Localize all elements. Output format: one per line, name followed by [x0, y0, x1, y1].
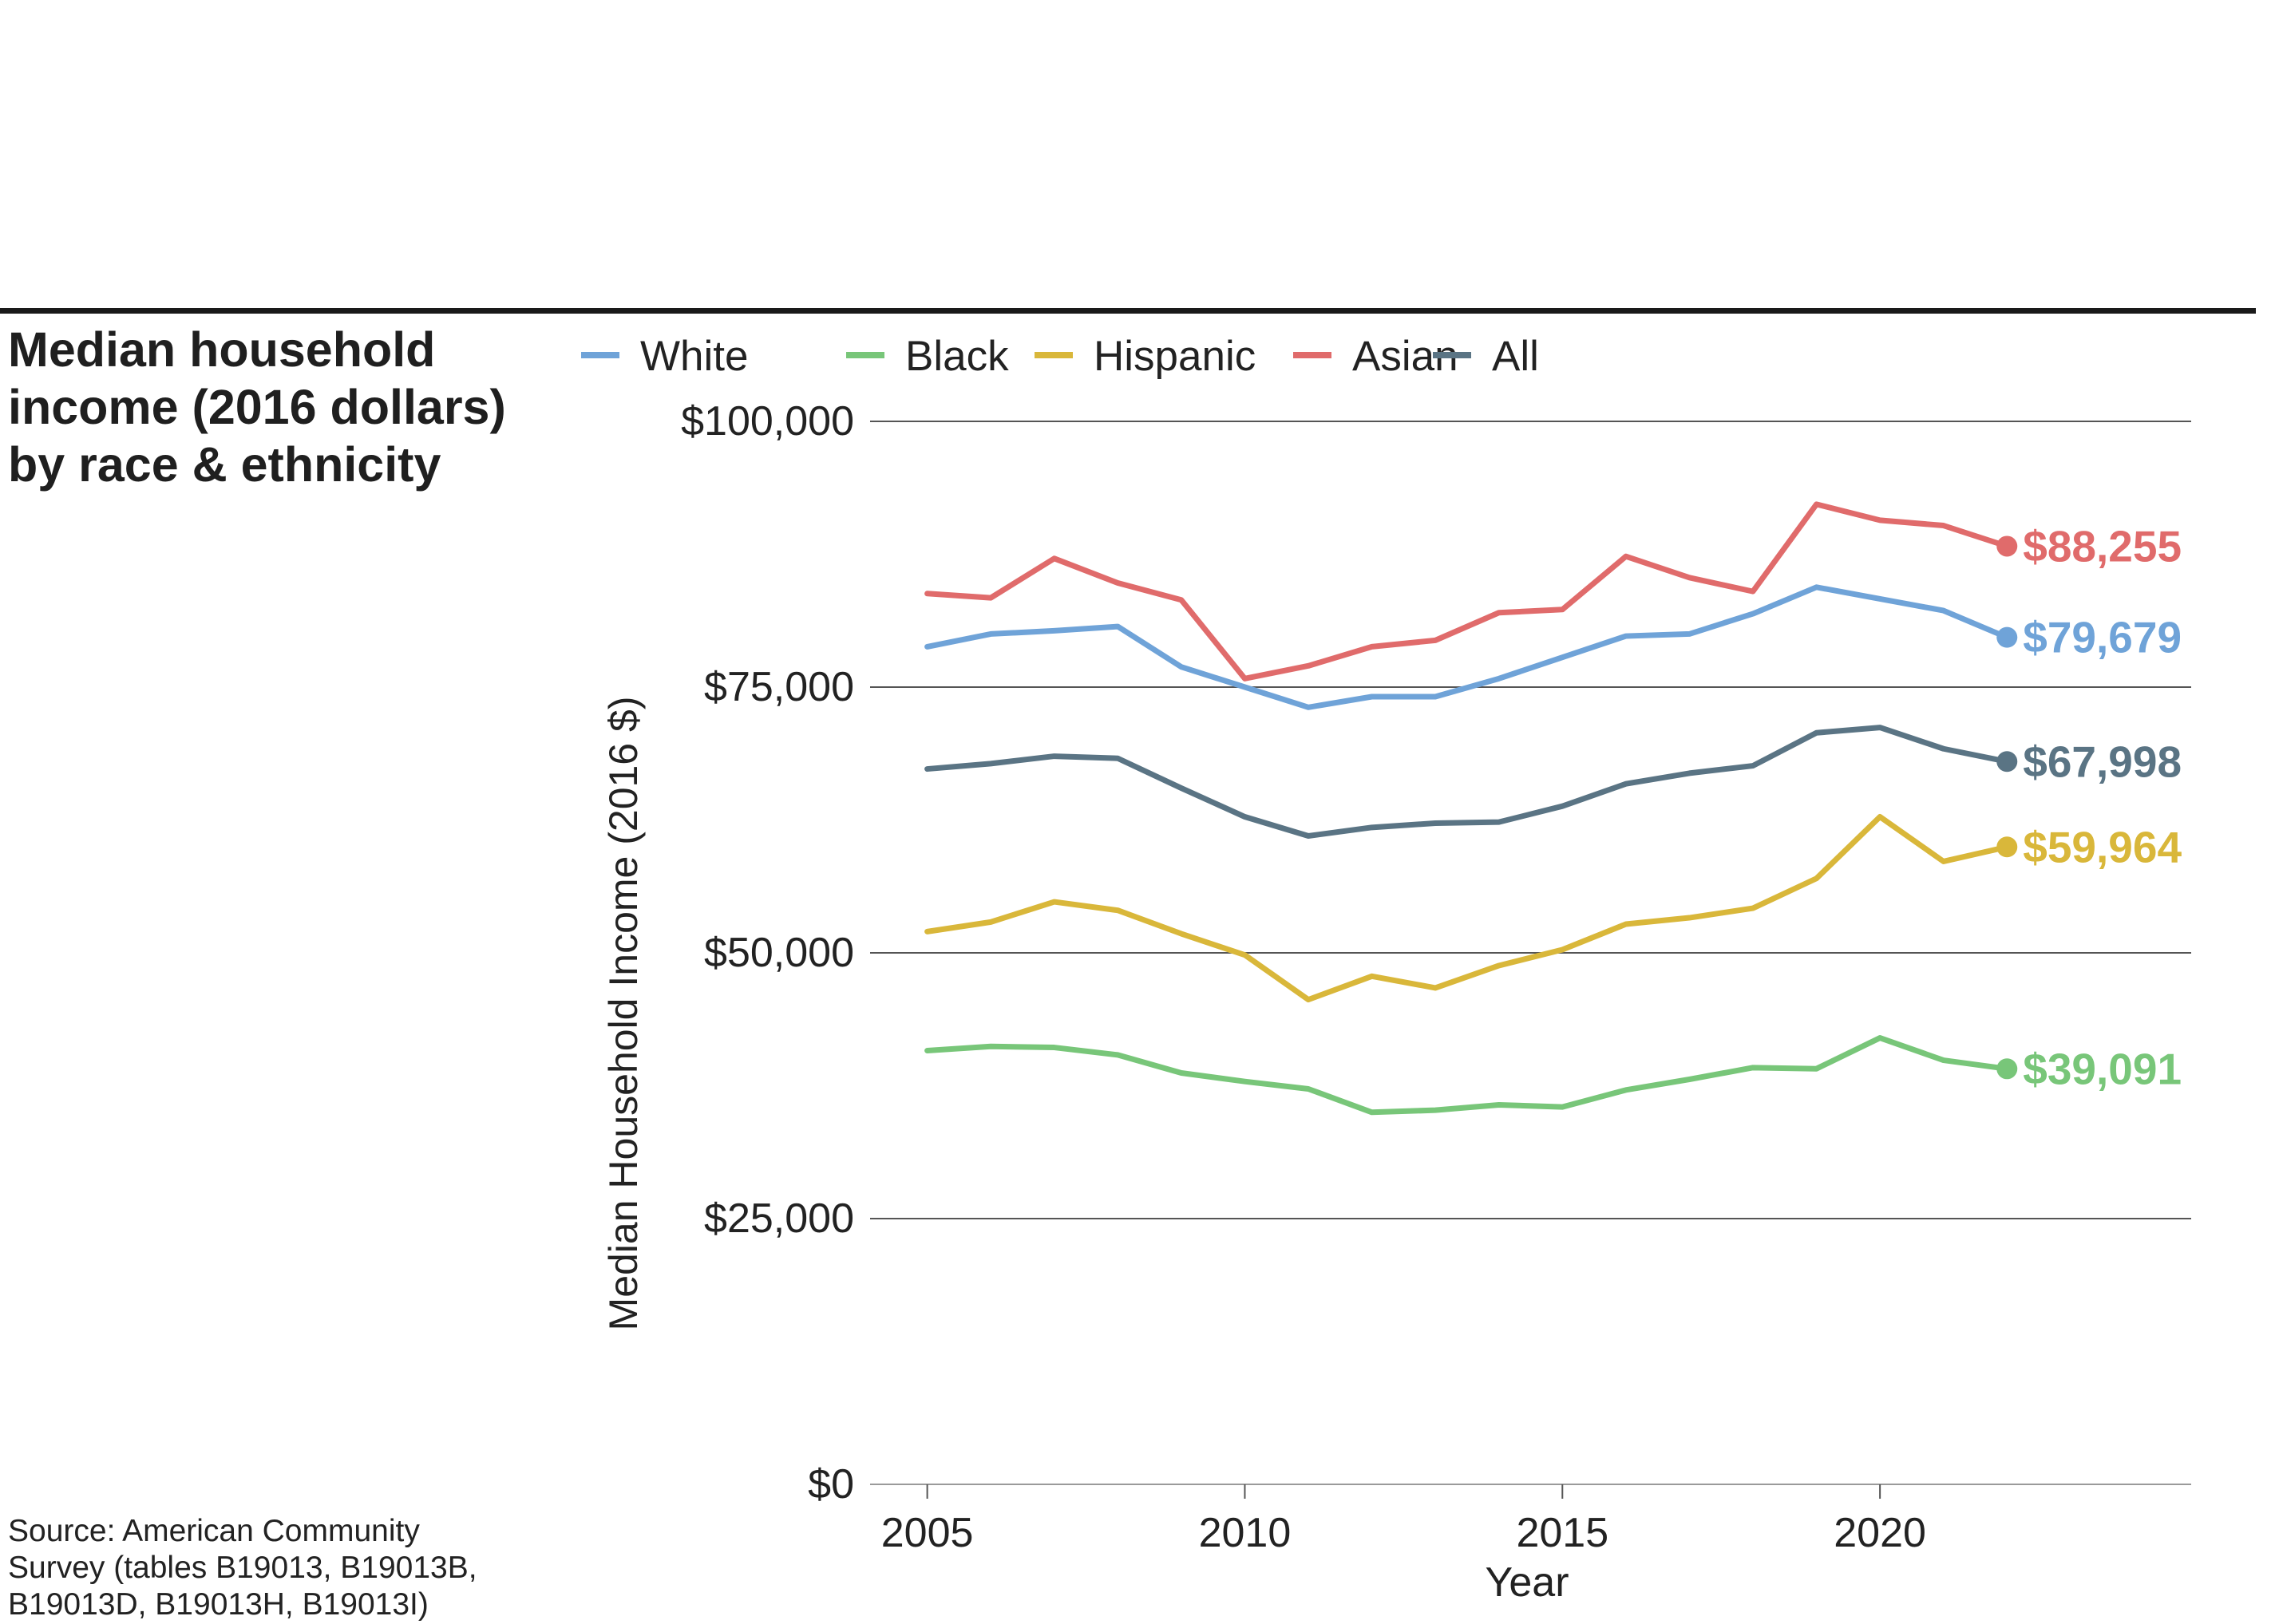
end-point-white	[1996, 626, 2018, 648]
top-rule	[0, 308, 2256, 314]
end-point-all	[1996, 751, 2018, 772]
y-tick-label: $0	[808, 1461, 854, 1507]
chart-title-line-3: by race & ethnicity	[8, 437, 441, 492]
series-line-all	[924, 725, 2010, 839]
x-tick-label: 2005	[881, 1510, 974, 1556]
y-tick-label: $100,000	[681, 398, 854, 445]
x-tick-label: 2015	[1516, 1510, 1608, 1556]
series-line-black	[924, 1035, 2010, 1116]
source-line-3: B19013D, B19013H, B19013I)	[8, 1587, 429, 1622]
y-axis-label: Median Household Income (2016 $)	[601, 697, 646, 1331]
x-axis-label: Year	[1485, 1559, 1569, 1606]
x-tick-label: 2010	[1199, 1510, 1292, 1556]
series-line-white	[924, 584, 2010, 710]
gridlines	[870, 421, 2191, 1485]
legend-label-black: Black	[905, 333, 1009, 380]
legend-label-white: White	[640, 333, 748, 380]
chart-title-line-1: Median household	[8, 322, 436, 377]
end-label-asian: $88,255	[2023, 521, 2182, 571]
chart-title-line-2: income (2016 dollars)	[8, 380, 506, 434]
series-lines	[924, 501, 2018, 1116]
x-axis-ticks: 2005 2010 2015 2020	[881, 1484, 1926, 1556]
series-line-hispanic	[924, 814, 2010, 1003]
end-point-black	[1996, 1058, 2018, 1080]
end-point-asian	[1996, 535, 2018, 557]
end-label-all: $67,998	[2023, 737, 2182, 786]
y-tick-label: $50,000	[704, 930, 854, 976]
x-tick-label: 2020	[1834, 1510, 1926, 1556]
y-axis-ticks: $0 $25,000 $50,000 $75,000 $100,000	[681, 398, 854, 1507]
legend-label-hispanic: Hispanic	[1094, 333, 1256, 380]
end-label-black: $39,091	[2023, 1044, 2182, 1093]
end-labels: $39,091 $59,964 $67,998 $79,679 $88,255	[2023, 521, 2182, 1093]
end-label-hispanic: $59,964	[2023, 822, 2182, 871]
chart-title: Median household income (2016 dollars) b…	[8, 321, 567, 493]
legend-label-all: All	[1492, 333, 1539, 380]
y-tick-label: $25,000	[704, 1195, 854, 1242]
end-label-white: $79,679	[2023, 613, 2182, 662]
source-line-2: Survey (tables B19013, B19013B,	[8, 1551, 477, 1585]
end-point-hispanic	[1996, 836, 2018, 858]
y-tick-label: $75,000	[704, 664, 854, 710]
legend: White Black Hispanic Asian All	[581, 333, 1539, 380]
source-note: Source: American Community Survey (table…	[8, 1513, 567, 1623]
series-line-asian	[924, 501, 2010, 682]
source-line-1: Source: American Community	[8, 1514, 420, 1548]
